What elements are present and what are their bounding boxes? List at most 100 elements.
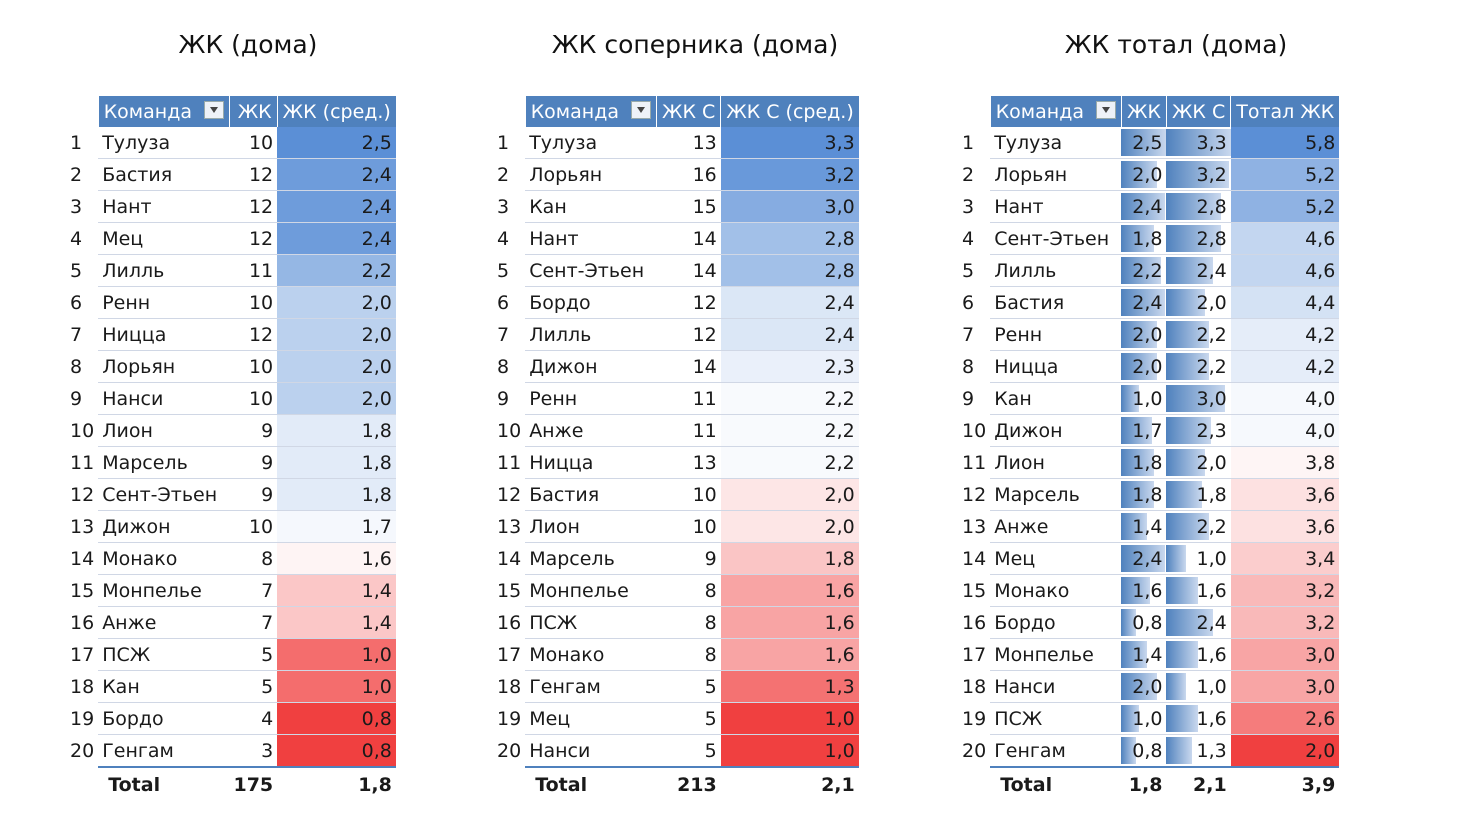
data-bar-value: 2,8 xyxy=(1196,227,1227,250)
row-rank: 5 xyxy=(70,259,83,282)
table-row[interactable]: 19 Бордо 4 0,8 xyxy=(70,702,396,735)
table-row[interactable]: 7 Лилль 12 2,4 xyxy=(497,318,859,351)
table-row[interactable]: 11 Ницца 13 2,2 xyxy=(497,446,859,479)
table-row[interactable]: 17 Монпелье 1,4 1,6 3,0 xyxy=(962,638,1340,671)
table-row[interactable]: 16 Анже 7 1,4 xyxy=(70,606,396,639)
table-row[interactable]: 19 Мец 5 1,0 xyxy=(497,702,859,735)
table-row[interactable]: 3 Кан 15 3,0 xyxy=(497,190,859,223)
table-row[interactable]: 10 Лион 9 1,8 xyxy=(70,414,396,447)
table-row[interactable]: 17 Монако 8 1,6 xyxy=(497,638,859,671)
table-row[interactable]: 6 Бордо 12 2,4 xyxy=(497,286,859,319)
table-row[interactable]: 6 Бастия 2,4 2,0 4,4 xyxy=(962,286,1340,319)
cards-average: 2,0 xyxy=(1121,158,1167,191)
table-row[interactable]: 5 Лилль 2,2 2,4 4,6 xyxy=(962,254,1340,287)
team-name: Нанси xyxy=(990,670,1122,703)
table-row[interactable]: 18 Кан 5 1,0 xyxy=(70,670,396,703)
table-row[interactable]: 12 Марсель 1,8 1,8 3,6 xyxy=(962,478,1340,511)
cards-count: 15 xyxy=(656,190,721,223)
team-header[interactable]: Команда xyxy=(524,96,657,127)
table-row[interactable]: 4 Мец 12 2,4 xyxy=(70,222,396,255)
table-row[interactable]: 15 Монпелье 8 1,6 xyxy=(497,574,859,607)
total-row: Total 213 2,1 xyxy=(497,766,859,802)
table-row[interactable]: 19 ПСЖ 1,0 1,6 2,6 xyxy=(962,702,1340,735)
table-row[interactable]: 11 Марсель 9 1,8 xyxy=(70,446,396,479)
table-row[interactable]: 12 Бастия 10 2,0 xyxy=(497,478,859,511)
team-name: Генгам xyxy=(990,734,1122,768)
data-bar-value: 1,0 xyxy=(1132,387,1163,410)
table-row[interactable]: 18 Нанси 2,0 1,0 3,0 xyxy=(962,670,1340,703)
table-row[interactable]: 8 Дижон 14 2,3 xyxy=(497,350,859,383)
table-row[interactable]: 5 Лилль 11 2,2 xyxy=(70,254,396,287)
table-row[interactable]: 13 Лион 10 2,0 xyxy=(497,510,859,543)
total-label: Total xyxy=(98,766,230,802)
row-rank: 11 xyxy=(497,451,522,474)
table-row[interactable]: 14 Монако 8 1,6 xyxy=(70,542,396,575)
cards-average: 1,3 xyxy=(720,670,859,703)
table-row[interactable]: 1 Тулуза 13 3,3 xyxy=(497,127,859,159)
team-name: Дижон xyxy=(98,510,230,543)
data-bar xyxy=(1121,609,1136,636)
team-header[interactable]: Команда xyxy=(989,96,1122,127)
table-row[interactable]: 3 Нант 2,4 2,8 5,2 xyxy=(962,190,1340,223)
table-row[interactable]: 17 ПСЖ 5 1,0 xyxy=(70,638,396,671)
cards-average: 2,2 xyxy=(720,446,859,479)
team-name: Монпелье xyxy=(525,574,657,607)
row-rank: 7 xyxy=(70,323,83,346)
data-bar-value: 2,2 xyxy=(1196,515,1227,538)
table-row[interactable]: 7 Ренн 2,0 2,2 4,2 xyxy=(962,318,1340,351)
table-row[interactable]: 18 Генгам 5 1,3 xyxy=(497,670,859,703)
table-row[interactable]: 20 Генгам 0,8 1,3 2,0 xyxy=(962,734,1340,768)
table-row[interactable]: 20 Генгам 3 0,8 xyxy=(70,734,396,768)
table-row[interactable]: 7 Ницца 12 2,0 xyxy=(70,318,396,351)
table-row[interactable]: 16 Бордо 0,8 2,4 3,2 xyxy=(962,606,1340,639)
table-row[interactable]: 9 Ренн 11 2,2 xyxy=(497,382,859,415)
row-rank: 18 xyxy=(497,675,522,698)
table-row[interactable]: 9 Кан 1,0 3,0 4,0 xyxy=(962,382,1340,415)
table-row[interactable]: 13 Дижон 10 1,7 xyxy=(70,510,396,543)
total-cards: 4,6 xyxy=(1230,222,1340,255)
table-row[interactable]: 13 Анже 1,4 2,2 3,6 xyxy=(962,510,1340,543)
table-row[interactable]: 11 Лион 1,8 2,0 3,8 xyxy=(962,446,1340,479)
cards-count: 13 xyxy=(656,446,721,479)
table-row[interactable]: 14 Мец 2,4 1,0 3,4 xyxy=(962,542,1340,575)
table-row[interactable]: 2 Бастия 12 2,4 xyxy=(70,158,396,191)
table-row[interactable]: 5 Сент-Этьен 14 2,8 xyxy=(497,254,859,287)
data-bar xyxy=(1166,161,1229,188)
table-row[interactable]: 10 Анже 11 2,2 xyxy=(497,414,859,447)
table-row[interactable]: 8 Ницца 2,0 2,2 4,2 xyxy=(962,350,1340,383)
row-rank: 1 xyxy=(962,131,975,154)
table-row[interactable]: 2 Лорьян 2,0 3,2 5,2 xyxy=(962,158,1340,191)
row-rank: 17 xyxy=(497,643,522,666)
opponent-cards-table: Команда ЖК С ЖК С (сред.) 1 Тулуза 13 3,3 2 Л… xyxy=(497,96,859,802)
table-row[interactable]: 8 Лорьян 10 2,0 xyxy=(70,350,396,383)
table-row[interactable]: 2 Лорьян 16 3,2 xyxy=(497,158,859,191)
table-row[interactable]: 16 ПСЖ 8 1,6 xyxy=(497,606,859,639)
table-row[interactable]: 4 Нант 14 2,8 xyxy=(497,222,859,255)
cards-average: 1,0 xyxy=(277,638,396,671)
data-bar-value: 0,8 xyxy=(1132,739,1163,762)
table-row[interactable]: 9 Нанси 10 2,0 xyxy=(70,382,396,415)
cards-average: 1,8 xyxy=(277,414,396,447)
team-name: Анже xyxy=(525,414,657,447)
table-row[interactable]: 10 Дижон 1,7 2,3 4,0 xyxy=(962,414,1340,447)
table-row[interactable]: 1 Тулуза 10 2,5 xyxy=(70,127,396,159)
opp-cards-average: 1,3 xyxy=(1166,734,1231,768)
filter-dropdown-icon[interactable] xyxy=(630,101,651,119)
filter-dropdown-icon[interactable] xyxy=(1095,101,1116,119)
team-header[interactable]: Команда xyxy=(97,96,230,127)
table-row[interactable]: 6 Ренн 10 2,0 xyxy=(70,286,396,319)
table-row[interactable]: 1 Тулуза 2,5 3,3 5,8 xyxy=(962,127,1340,159)
table-row[interactable]: 14 Марсель 9 1,8 xyxy=(497,542,859,575)
team-name: Тулуза xyxy=(98,127,230,159)
table-row[interactable]: 15 Монако 1,6 1,6 3,2 xyxy=(962,574,1340,607)
row-rank: 4 xyxy=(962,227,975,250)
cards-count: 10 xyxy=(229,350,278,383)
table-row[interactable]: 20 Нанси 5 1,0 xyxy=(497,734,859,768)
table-row[interactable]: 12 Сент-Этьен 9 1,8 xyxy=(70,478,396,511)
table-row[interactable]: 3 Нант 12 2,4 xyxy=(70,190,396,223)
filter-dropdown-icon[interactable] xyxy=(203,101,224,119)
table-row[interactable]: 15 Монпелье 7 1,4 xyxy=(70,574,396,607)
table-row[interactable]: 4 Сент-Этьен 1,8 2,8 4,6 xyxy=(962,222,1340,255)
cards-average: 2,8 xyxy=(720,222,859,255)
data-bar-value: 1,0 xyxy=(1132,707,1163,730)
